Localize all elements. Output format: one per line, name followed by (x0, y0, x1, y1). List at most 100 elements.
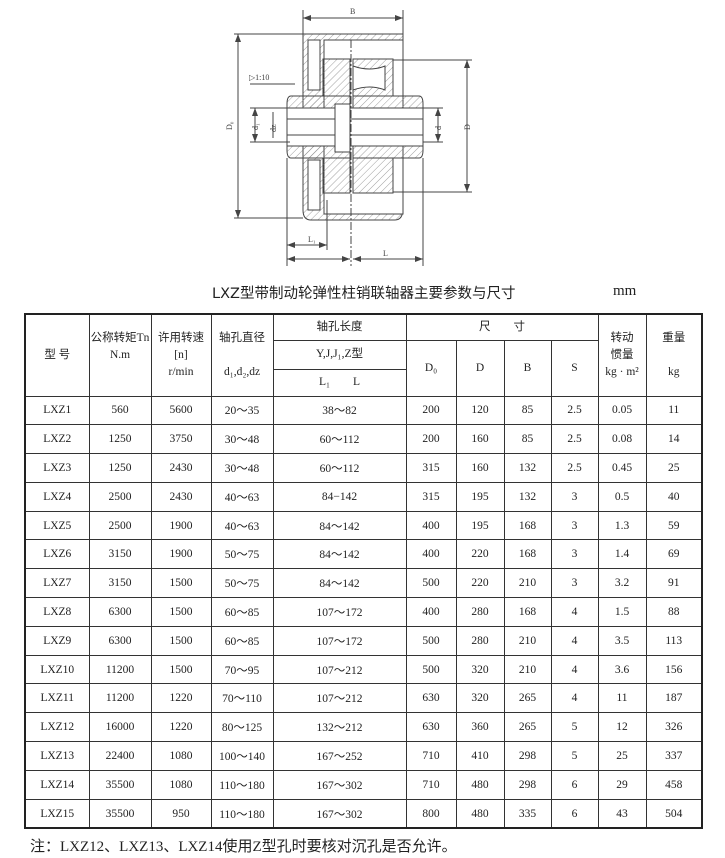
cell-S: 4 (550, 597, 599, 627)
table-row: LXZ6 3150 1900 50～75 84～142 400 220 168 3 1.4 69 (24, 539, 703, 570)
cell-D0: 315 (405, 481, 457, 512)
cell-torque: 35500 (88, 798, 152, 829)
cell-bore-diameter: 60～85 (210, 625, 274, 656)
cell-D: 195 (455, 481, 505, 512)
cell-D0: 200 (405, 424, 457, 455)
table-row: LXZ7 3150 1500 50～75 84～142 500 220 210 3 3.2 91 (24, 568, 703, 599)
cell-speed: 1220 (150, 683, 212, 714)
cell-D: 160 (455, 424, 505, 455)
cell-speed: 1220 (150, 712, 212, 743)
cell-model: LXZ3 (24, 453, 90, 483)
cell-model: LXZ5 (24, 510, 90, 541)
cell-D0: 400 (405, 597, 457, 627)
cell-inertia: 12 (597, 712, 647, 743)
cell-model: LXZ15 (24, 798, 90, 829)
cell-weight: 337 (645, 741, 703, 771)
cell-model: LXZ13 (24, 741, 90, 771)
cell-weight: 69 (645, 539, 703, 570)
cell-bore-diameter: 70～110 (210, 683, 274, 714)
cell-bore-diameter: 30～48 (210, 424, 274, 455)
cell-bore-diameter: 110～180 (210, 769, 274, 800)
cell-model: LXZ8 (24, 597, 90, 627)
cell-inertia: 3.6 (597, 654, 647, 685)
table-row: LXZ5 2500 1900 40～63 84～142 400 195 168 3 1.3 59 (24, 510, 703, 541)
cell-B: 132 (503, 453, 552, 483)
table-row: LXZ4 2500 2430 40～63 84−142 315 195 132 3 0.5 40 (24, 481, 703, 512)
cell-S: 2.5 (550, 395, 599, 426)
cell-bore-length: 60～112 (272, 453, 407, 483)
cell-B: 298 (503, 769, 552, 800)
cell-bore-diameter: 20～35 (210, 395, 274, 426)
cell-weight: 11 (645, 395, 703, 426)
cell-model: LXZ7 (24, 568, 90, 599)
cell-torque: 3150 (88, 568, 152, 599)
cell-inertia: 0.08 (597, 424, 647, 455)
cell-weight: 40 (645, 481, 703, 512)
cell-model: LXZ12 (24, 712, 90, 743)
cell-torque: 35500 (88, 769, 152, 800)
cell-model: LXZ2 (24, 424, 90, 455)
cell-D: 220 (455, 568, 505, 599)
label-L1: L₁ (308, 235, 316, 244)
cell-D: 280 (455, 625, 505, 656)
table-row: LXZ1 560 5600 20～35 38～82 200 120 85 2.5 0.05 11 (24, 395, 703, 426)
cell-bore-length: 107～212 (272, 683, 407, 714)
cell-speed: 3750 (150, 424, 212, 455)
header-bore-types: Y,J,J₁,Z型 (272, 339, 407, 370)
cell-weight: 326 (645, 712, 703, 743)
cell-inertia: 3.2 (597, 568, 647, 599)
cell-S: 3 (550, 568, 599, 599)
label-d1: d₁ (251, 123, 260, 130)
cell-D: 480 (455, 798, 505, 829)
cell-weight: 504 (645, 798, 703, 829)
cell-inertia: 3.5 (597, 625, 647, 656)
label-d: d (434, 126, 443, 130)
cell-bore-length: 38～82 (272, 395, 407, 426)
cell-speed: 1500 (150, 597, 212, 627)
cell-weight: 14 (645, 424, 703, 455)
header-model: 型 号 (24, 313, 90, 397)
cell-speed: 1080 (150, 741, 212, 771)
cell-torque: 22400 (88, 741, 152, 771)
table-row: LXZ11 11200 1220 70～110 107～212 630 320 265 4 11 1… (24, 683, 703, 714)
cell-D0: 710 (405, 741, 457, 771)
parameters-table: 型 号 公称转矩Tn N.m 许用转速 [n] r/min 轴孔直径 d₁,d₂,dz … (24, 313, 703, 830)
cell-bore-length: 60～112 (272, 424, 407, 455)
footnote: 注：LXZ12、LXZ13、LXZ14使用Z型孔时要核对沉孔是否允许。 (30, 839, 457, 855)
cell-S: 6 (550, 769, 599, 800)
cell-torque: 6300 (88, 625, 152, 656)
cell-speed: 1080 (150, 769, 212, 800)
cell-torque: 11200 (88, 683, 152, 714)
cell-B: 168 (503, 597, 552, 627)
cell-bore-diameter: 40～63 (210, 510, 274, 541)
cell-B: 132 (503, 481, 552, 512)
cell-speed: 1500 (150, 625, 212, 656)
label-B: B (350, 7, 355, 16)
cell-B: 85 (503, 395, 552, 426)
cell-D0: 630 (405, 712, 457, 743)
cell-bore-length: 107～212 (272, 654, 407, 685)
table-row: LXZ14 35500 1080 110～180 167～302 710 480 298 6 29… (24, 769, 703, 800)
cell-weight: 458 (645, 769, 703, 800)
table-title: LXZ型带制动轮弹性柱销联轴器主要参数与尺寸 (212, 286, 516, 302)
cell-speed: 950 (150, 798, 212, 829)
cell-B: 168 (503, 510, 552, 541)
cell-inertia: 43 (597, 798, 647, 829)
table-row: LXZ12 16000 1220 80～125 132～212 630 360 265 5 12 3… (24, 712, 703, 743)
cell-bore-diameter: 40～63 (210, 481, 274, 512)
cell-speed: 1500 (150, 568, 212, 599)
cell-weight: 113 (645, 625, 703, 656)
cell-torque: 3150 (88, 539, 152, 570)
cell-B: 168 (503, 539, 552, 570)
cell-speed: 1900 (150, 510, 212, 541)
label-D0: D₀ (225, 121, 234, 130)
table-row: LXZ2 1250 3750 30～48 60～112 200 160 85 2.5 0.08 14 (24, 424, 703, 455)
cell-weight: 156 (645, 654, 703, 685)
cell-S: 2.5 (550, 424, 599, 455)
cell-S: 4 (550, 625, 599, 656)
cell-speed: 1500 (150, 654, 212, 685)
cell-B: 210 (503, 568, 552, 599)
cell-D: 160 (455, 453, 505, 483)
cell-torque: 1250 (88, 424, 152, 455)
header-D: D (455, 339, 505, 397)
